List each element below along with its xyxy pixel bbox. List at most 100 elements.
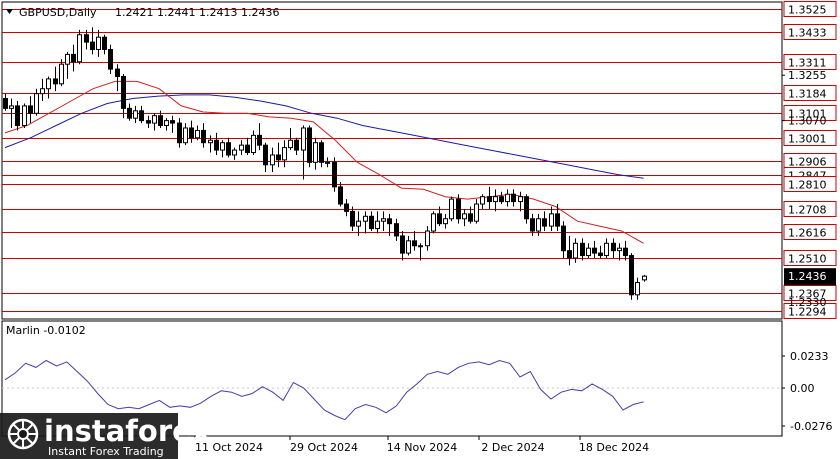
level-label: 1.2367	[788, 288, 827, 301]
bullish-candle-body	[406, 240, 411, 254]
level-label-box	[783, 224, 837, 240]
main-plot-frame	[1, 1, 783, 320]
candle	[468, 206, 473, 224]
bearish-candle-body	[350, 210, 355, 227]
oscillator-series	[2, 359, 782, 421]
bearish-candle-body	[369, 215, 374, 230]
candle	[319, 140, 324, 168]
candle	[611, 238, 616, 259]
bearish-candle-body	[623, 247, 628, 257]
candle	[220, 140, 225, 158]
candle	[34, 88, 39, 116]
bullish-candle-body	[586, 247, 591, 257]
candle	[400, 231, 405, 261]
bearish-candle-body	[226, 142, 231, 156]
price-tick-label: 1.3070	[788, 115, 827, 128]
bullish-candle-body	[549, 213, 554, 227]
bullish-candle-body	[425, 230, 430, 247]
bearish-candle-body	[170, 120, 175, 124]
price-tick-labels: 1.3255 1.3070 1.2330	[782, 69, 827, 309]
level-label: 1.2616	[788, 227, 827, 240]
candle	[77, 29, 82, 65]
bearish-candle-body	[294, 139, 299, 151]
bearish-candle-body	[115, 68, 120, 77]
bearish-candle-body	[344, 203, 349, 212]
candle	[189, 120, 194, 143]
candle	[449, 196, 454, 222]
bullish-candle-body	[239, 144, 244, 151]
bullish-candle-body	[133, 110, 138, 119]
bullish-candle-body	[59, 63, 64, 85]
candle	[524, 194, 529, 224]
bearish-candle-body	[542, 218, 547, 227]
candle	[96, 29, 101, 57]
candle	[170, 115, 175, 133]
bullish-candle-body	[642, 275, 647, 281]
bullish-candle-body	[363, 215, 368, 222]
bearish-candle-body	[561, 225, 566, 252]
chart-symbol: GBPUSD,Daily	[19, 6, 97, 19]
candle	[592, 240, 597, 259]
candle	[102, 34, 107, 55]
bullish-candle-body	[449, 198, 454, 220]
bearish-candle-body	[276, 154, 281, 161]
bullish-candle-body	[604, 242, 609, 257]
candle	[518, 191, 523, 212]
slow-moving-average-line	[4, 94, 644, 179]
oscillator-axis-labels: 0.0233 0.00 -0.0276	[782, 350, 832, 433]
candle	[28, 96, 33, 124]
bullish-candle-body	[381, 218, 386, 222]
bearish-candle-body	[158, 115, 163, 127]
oscillator-tick-label: 0.0233	[790, 350, 829, 363]
time-tick-label: 18 Dec 2024	[579, 441, 649, 454]
candle	[325, 157, 330, 168]
bearish-candle-body	[412, 240, 417, 247]
candle	[133, 105, 138, 124]
candle	[15, 100, 20, 131]
bearish-candle-body	[511, 193, 516, 203]
candle	[232, 147, 237, 160]
level-label-box	[783, 105, 837, 121]
price-tick-label: 1.3255	[788, 69, 827, 82]
candle	[245, 137, 250, 155]
candle	[474, 199, 479, 224]
candle	[350, 206, 355, 232]
level-label-box	[783, 85, 837, 101]
bearish-candle-body	[437, 213, 442, 225]
bearish-candle-body	[90, 41, 95, 50]
bullish-candle-body	[313, 142, 318, 163]
bullish-candle-body	[96, 36, 101, 50]
oscillator-tick-label: 0.00	[790, 382, 815, 395]
bullish-candle-body	[573, 242, 578, 259]
bearish-candle-body	[121, 75, 126, 109]
candle	[375, 211, 380, 234]
bearish-candle-body	[487, 196, 492, 203]
bullish-candle-body	[493, 196, 498, 203]
bearish-candle-body	[555, 213, 560, 227]
candle	[499, 191, 504, 205]
candle	[642, 274, 647, 282]
candle	[146, 115, 151, 128]
bearish-candle-body	[15, 105, 20, 127]
candle	[412, 231, 417, 251]
level-label-box	[783, 250, 837, 266]
candle	[270, 147, 275, 173]
bullish-candle-body	[183, 127, 188, 144]
candle	[208, 135, 213, 153]
candle	[276, 142, 281, 168]
bearish-candle-body	[201, 129, 206, 144]
time-axis: 11 Oct 2024 29 Oct 2024 14 Nov 2024 2 Dec 2…	[194, 436, 649, 454]
candle	[567, 235, 572, 266]
candlesticks	[3, 27, 647, 300]
candle	[394, 218, 399, 241]
support-resistance-levels: 1.3525 1.3433 1.3311 1.3184 1.3101 1.3001 1.29…	[2, 1, 837, 319]
bearish-candle-body	[28, 105, 33, 114]
candle	[71, 44, 76, 72]
instaforex-watermark: instaforex Instant Forex Trading	[0, 413, 211, 459]
bearish-candle-body	[387, 218, 392, 225]
bullish-candle-body	[474, 203, 479, 222]
candle	[381, 211, 386, 232]
candle	[214, 132, 219, 155]
collapse-triangle-icon[interactable]	[6, 9, 13, 14]
bullish-candle-body	[152, 115, 157, 124]
